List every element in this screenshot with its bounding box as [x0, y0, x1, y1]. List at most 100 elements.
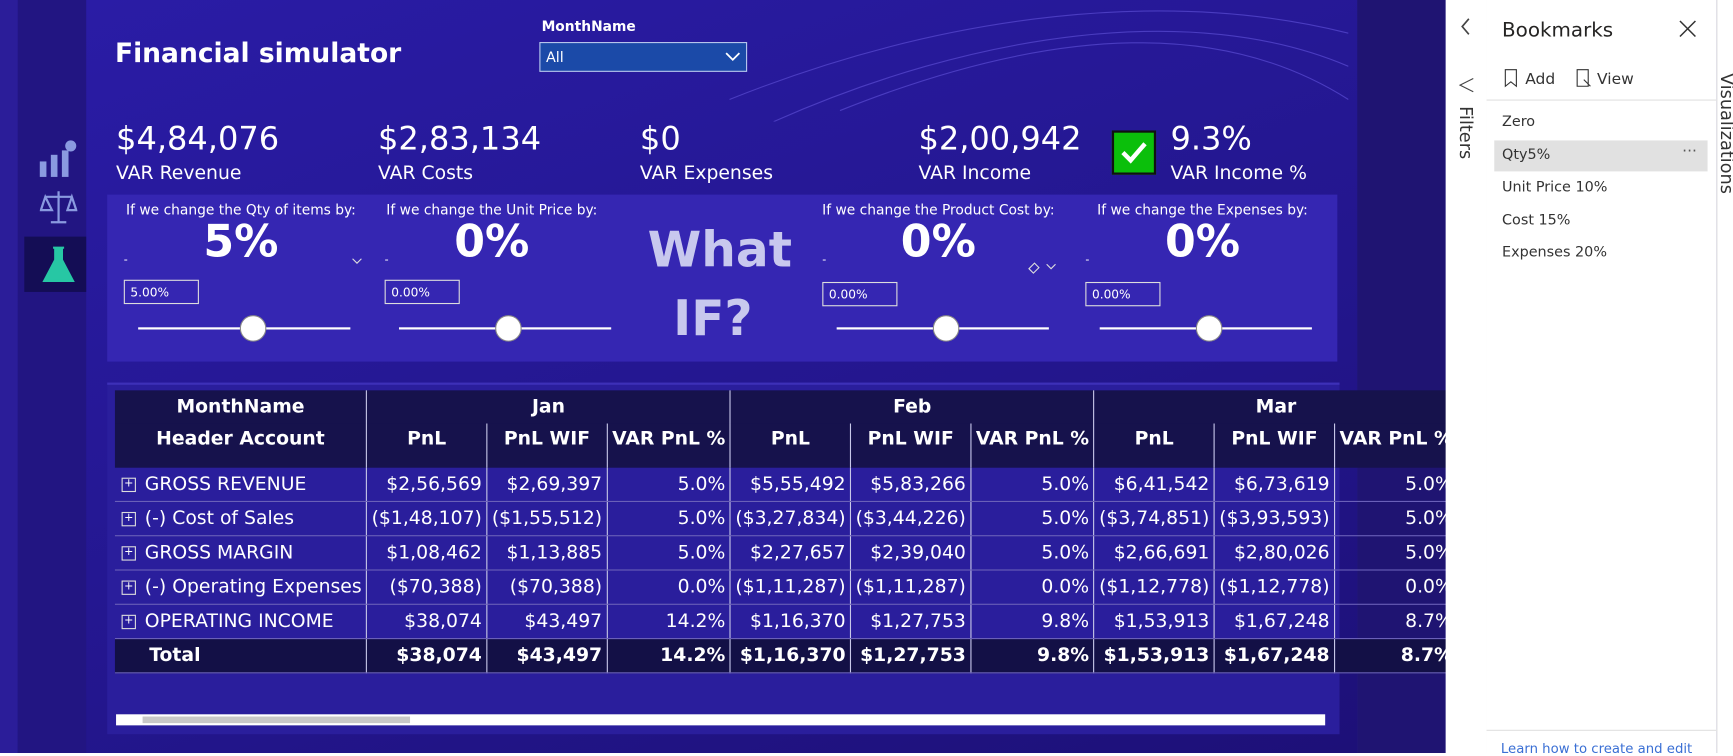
- expand-icon[interactable]: +: [121, 477, 136, 492]
- collapse-arrow[interactable]: [1459, 18, 1472, 36]
- cell-text: $6,41,542: [1113, 473, 1210, 496]
- header-cell: Header Account: [114, 423, 368, 468]
- value-cell: 14.2%: [607, 638, 731, 674]
- add-button[interactable]: Add: [1525, 70, 1556, 89]
- nav-scale-icon[interactable]: [39, 188, 78, 226]
- cell-text: $5,55,492: [749, 473, 846, 496]
- nav-bar: [17, 0, 87, 754]
- nav-chart-icon[interactable]: [38, 139, 78, 179]
- what-if-line: IF?: [673, 290, 753, 348]
- slicer-chevron[interactable]: [351, 258, 362, 267]
- value-cell: 5.0%: [607, 535, 731, 571]
- slider-input[interactable]: 0.00%: [384, 279, 460, 305]
- view-button[interactable]: View: [1597, 70, 1634, 89]
- cell-text: ($3,44,226): [855, 507, 966, 530]
- bookmark-item[interactable]: Unit Price 10%: [1494, 172, 1707, 203]
- slider-knob[interactable]: [239, 315, 267, 342]
- value-cell: ($3,74,851): [1094, 501, 1215, 537]
- data-row: + OPERATING INCOME $38,074 $43,497 14.2% $1,1…: [114, 604, 1459, 640]
- cell-text: ($1,55,512): [491, 507, 603, 530]
- header-cell: Feb: [730, 390, 1095, 424]
- slicer-tools[interactable]: [1028, 261, 1061, 274]
- data-row: + (-) Operating Expenses ($70,388) ($70,388…: [114, 570, 1459, 605]
- checkbox[interactable]: [1111, 130, 1157, 175]
- value-cell: 14.2%: [607, 604, 731, 640]
- value-cell: 5.0%: [1334, 535, 1459, 571]
- expand-icon[interactable]: +: [121, 614, 136, 629]
- cell-text: 5.0%: [1041, 507, 1090, 530]
- bookmark-label: Qty5%: [1502, 146, 1551, 164]
- bookmark-item[interactable]: Cost 15%: [1494, 205, 1707, 236]
- cell-text: 9.8%: [1036, 644, 1090, 667]
- cell-text: ($1,12,778): [1219, 576, 1330, 599]
- visualizations-title: Visualizations: [1716, 72, 1733, 194]
- slider-prompt: If we change the Product Cost by:: [822, 201, 1055, 218]
- cell-text: 5.0%: [677, 507, 726, 530]
- header-cell: PnL WIF: [486, 423, 608, 468]
- value-cell: 0.0%: [607, 570, 731, 605]
- expand-icon[interactable]: +: [121, 579, 136, 595]
- cell-text: 5.0%: [1041, 473, 1090, 496]
- value-cell: 5.0%: [1334, 501, 1459, 537]
- more-button[interactable]: ···: [1682, 142, 1697, 160]
- value-cell: $2,66,691: [1094, 535, 1215, 571]
- value-cell: $2,56,569: [366, 467, 488, 502]
- bookmark-item[interactable]: Expenses 20%: [1494, 238, 1707, 269]
- slider-knob[interactable]: [932, 315, 960, 342]
- value-cell: $1,08,462: [366, 535, 488, 571]
- value-cell: 8.7%: [1334, 604, 1459, 640]
- close-button[interactable]: [1679, 20, 1697, 38]
- slider-value: 0%: [1164, 216, 1241, 268]
- slider-input[interactable]: 0.00%: [822, 281, 898, 307]
- header-row: Header Account PnL PnL WIF VAR PnL % PnL PnL …: [114, 423, 1459, 468]
- month-dropdown[interactable]: All: [539, 42, 748, 72]
- learn-link[interactable]: Learn how to create and edit: [1500, 740, 1693, 756]
- bookmark-label: Cost 15%: [1502, 211, 1571, 229]
- header-cell: VAR PnL %: [970, 423, 1095, 468]
- row-header: + GROSS MARGIN: [114, 535, 368, 571]
- slider-prompt: If we change the Unit Price by:: [386, 201, 598, 218]
- bookmarks-pane: Bookmarks Add View Learn how to create a…: [1486, 0, 1717, 756]
- expand-icon[interactable]: +: [121, 545, 136, 561]
- header-cell: PnL WIF: [1214, 423, 1336, 468]
- value-cell: ($70,388): [486, 570, 608, 605]
- cell-text: 5.0%: [1405, 507, 1453, 530]
- cell-text: 5.0%: [1405, 473, 1453, 496]
- slider-input[interactable]: 0.00%: [1085, 281, 1161, 307]
- bookmark-item[interactable]: Zero: [1494, 107, 1707, 138]
- cell-text: $2,80,026: [1233, 541, 1330, 564]
- cell-text: 8.7%: [1400, 644, 1453, 667]
- cell-text: 5.0%: [1041, 541, 1090, 564]
- account-name: GROSS MARGIN: [144, 541, 294, 564]
- kpi-value: 9.3%: [1170, 119, 1252, 158]
- slider-knob[interactable]: [1195, 315, 1223, 342]
- cell-text: $6,73,619: [1233, 473, 1330, 496]
- expand-icon[interactable]: +: [121, 511, 136, 526]
- cell-text: ($70,388): [509, 576, 603, 599]
- cell-text: $43,497: [516, 644, 603, 667]
- kpi-label: VAR Expenses: [639, 162, 773, 185]
- slider-min: -: [1085, 254, 1090, 267]
- nav-flask-icon[interactable]: [40, 245, 78, 285]
- slider-min: -: [822, 254, 827, 267]
- visualizations-pane[interactable]: Visualizations: [1716, 0, 1733, 754]
- slider-knob[interactable]: [495, 315, 522, 342]
- bookmark-item[interactable]: Qty5% ···: [1494, 139, 1708, 171]
- scroll-thumb[interactable]: [142, 716, 411, 724]
- cell-text: 5.0%: [1405, 541, 1453, 564]
- cell-text: $5,83,266: [870, 473, 966, 496]
- slider-value: 0%: [900, 216, 976, 268]
- header-row: MonthName Jan Feb Mar: [114, 390, 1459, 424]
- filter-label: MonthName: [541, 17, 636, 35]
- header-cell: PnL WIF: [850, 423, 972, 468]
- account-name: Total: [149, 644, 201, 667]
- slider-input[interactable]: 5.00%: [123, 279, 199, 305]
- cell-text: $1,53,913: [1103, 644, 1210, 667]
- filters-pane[interactable]: Filters: [1445, 0, 1488, 754]
- cell-text: ($3,93,593): [1219, 507, 1330, 530]
- cell-text: $1,53,913: [1113, 610, 1210, 633]
- kpi-label: VAR Income %: [1170, 162, 1307, 185]
- h-scrollbar[interactable]: [116, 714, 1326, 726]
